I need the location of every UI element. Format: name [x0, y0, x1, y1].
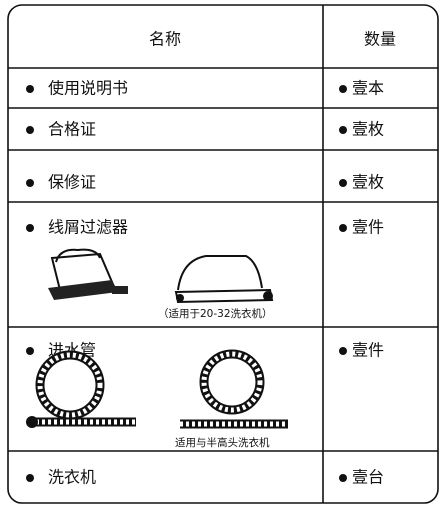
item-name: 洗衣机 [48, 468, 96, 487]
item-name: 合格证 [48, 120, 96, 139]
item-name: 使用说明书 [48, 79, 128, 98]
grid [8, 5, 438, 503]
item-name: 保修证 [48, 173, 96, 192]
bullet [26, 85, 34, 93]
bullet [339, 85, 347, 93]
header-qty: 数量 [364, 30, 396, 49]
bullet [26, 126, 34, 134]
item-qty: 壹件 [352, 218, 384, 237]
hose-illustration [26, 349, 288, 429]
filter-caption: （适用于20-32洗衣机） [158, 307, 273, 320]
bullet [26, 474, 34, 482]
item-name: 线屑过滤器 [48, 218, 128, 237]
item-qty: 壹枚 [352, 173, 384, 192]
filter-illustration [48, 248, 274, 304]
bullet [26, 179, 34, 187]
item-qty: 壹件 [352, 341, 384, 360]
header-name: 名称 [149, 30, 181, 49]
bullet [339, 126, 347, 134]
bullet [339, 347, 347, 355]
item-qty: 壹台 [352, 468, 384, 487]
bullet [339, 474, 347, 482]
bullet [339, 179, 347, 187]
item-qty: 壹本 [352, 79, 384, 98]
table-frame [7, 4, 439, 504]
item-qty: 壹枚 [352, 120, 384, 139]
hose-caption: 适用与半高头洗衣机 [175, 436, 270, 449]
bullet [26, 347, 34, 355]
bullet [339, 224, 347, 232]
bullet [26, 224, 34, 232]
